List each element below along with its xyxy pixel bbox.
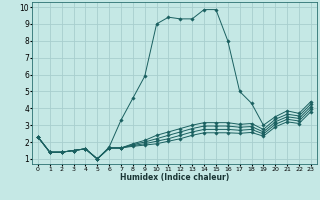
X-axis label: Humidex (Indice chaleur): Humidex (Indice chaleur) [120, 173, 229, 182]
